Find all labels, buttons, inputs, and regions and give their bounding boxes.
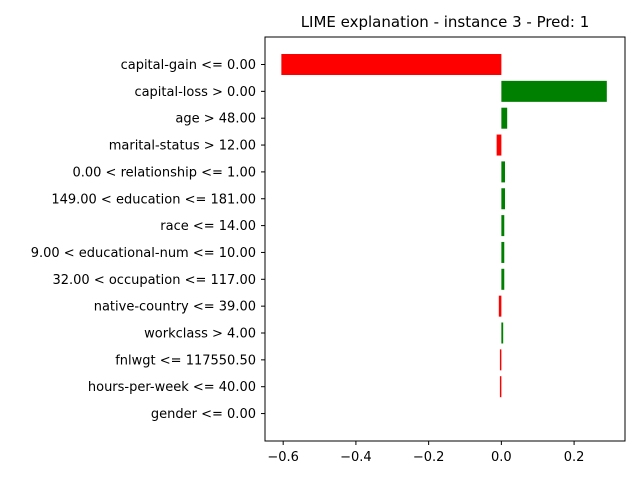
y-tick-label: age > 48.00 xyxy=(175,112,256,127)
bar-10 xyxy=(498,295,502,317)
y-tick-labels: capital-gain <= 0.00 capital-loss > 0.00 a… xyxy=(31,58,265,422)
y-tick-label: capital-loss > 0.00 xyxy=(134,85,256,100)
bar-1 xyxy=(281,54,502,75)
y-tick-label: 0.00 < relationship <= 1.00 xyxy=(72,165,256,180)
bars-group xyxy=(281,54,607,398)
x-tick-label: −0.6 xyxy=(267,450,299,465)
bar-6 xyxy=(501,188,505,210)
y-tick-label: native-country <= 39.00 xyxy=(94,300,256,315)
bar-3 xyxy=(501,107,508,129)
bar-9 xyxy=(501,268,505,290)
bar-5 xyxy=(501,161,505,183)
y-tick-label: marital-status > 12.00 xyxy=(109,139,256,154)
bar-2 xyxy=(501,80,607,102)
plot-frame xyxy=(264,36,626,442)
y-tick-label: gender <= 0.00 xyxy=(151,407,256,422)
bar-11 xyxy=(501,322,504,344)
bar-12 xyxy=(499,349,502,371)
y-tick-label: workclass > 4.00 xyxy=(144,327,256,342)
bar-4 xyxy=(496,134,502,156)
chart-title: LIME explanation - instance 3 - Pred: 1 xyxy=(301,13,590,31)
x-tick-label: −0.4 xyxy=(340,450,372,465)
x-tick-label: 0.0 xyxy=(491,450,512,465)
y-tick-label: race <= 14.00 xyxy=(160,219,256,234)
bar-7 xyxy=(501,215,505,237)
y-tick-label: hours-per-week <= 40.00 xyxy=(88,380,256,395)
bar-8 xyxy=(501,241,505,263)
y-tick-label: 9.00 < educational-num <= 10.00 xyxy=(31,246,256,261)
y-tick-label: 32.00 < occupation <= 117.00 xyxy=(52,273,256,288)
y-tick-label: capital-gain <= 0.00 xyxy=(121,58,256,73)
x-ticks: −0.6 −0.4 −0.2 0.0 0.2 xyxy=(267,441,584,465)
bar-13 xyxy=(499,376,502,398)
y-tick-label: fnlwgt <= 117550.50 xyxy=(115,353,256,368)
x-tick-label: 0.2 xyxy=(564,450,585,465)
y-tick-label: 149.00 < education <= 181.00 xyxy=(51,192,256,207)
x-tick-label: −0.2 xyxy=(413,450,445,465)
